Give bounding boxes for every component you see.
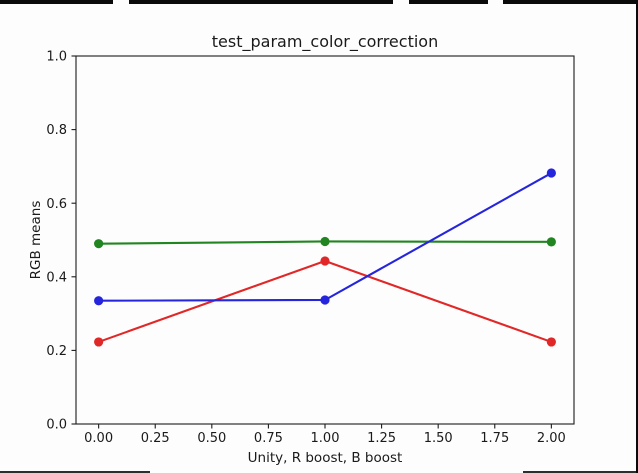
data-point-marker-R xyxy=(94,337,104,347)
chart-title: test_param_color_correction xyxy=(211,32,439,51)
x-tick-label: 0.00 xyxy=(84,431,113,446)
screen-edge-artifact-bottom xyxy=(0,471,150,473)
data-point-marker-B xyxy=(546,168,556,178)
y-tick-label: 0.4 xyxy=(46,270,67,285)
y-tick-label: 0.0 xyxy=(46,418,67,433)
y-tick-label: 0.2 xyxy=(46,344,67,359)
x-tick-label: 1.75 xyxy=(480,431,509,446)
data-point-marker-B xyxy=(320,295,330,305)
x-tick-label: 0.75 xyxy=(254,431,283,446)
y-tick-label: 1.0 xyxy=(46,50,67,65)
x-tick-label: 1.00 xyxy=(311,431,340,446)
data-point-marker-G xyxy=(320,236,330,247)
x-tick-label: 0.25 xyxy=(141,431,170,446)
data-point-marker-R xyxy=(546,337,556,347)
screen-edge-artifact-top xyxy=(409,0,488,4)
data-point-marker-R xyxy=(320,256,330,266)
y-tick-label: 0.8 xyxy=(46,123,67,138)
screen-edge-artifact-right xyxy=(636,0,638,473)
y-tick-label: 0.6 xyxy=(46,197,67,212)
data-point-marker-G xyxy=(546,237,556,247)
data-point-marker-B xyxy=(94,296,104,306)
x-tick-label: 0.50 xyxy=(197,431,226,446)
x-tick-label: 1.25 xyxy=(367,431,396,446)
screen-edge-artifact-bottom xyxy=(523,471,638,473)
data-point-marker-G xyxy=(94,239,104,249)
screen-edge-artifact-top xyxy=(503,0,636,4)
x-tick-label: 2.00 xyxy=(537,431,566,446)
screen-edge-artifact-top xyxy=(129,0,393,4)
x-tick-label: 1.50 xyxy=(424,431,453,446)
screen-edge-artifact-top xyxy=(0,0,113,4)
x-axis-label: Unity, R boost, B boost xyxy=(247,450,403,466)
